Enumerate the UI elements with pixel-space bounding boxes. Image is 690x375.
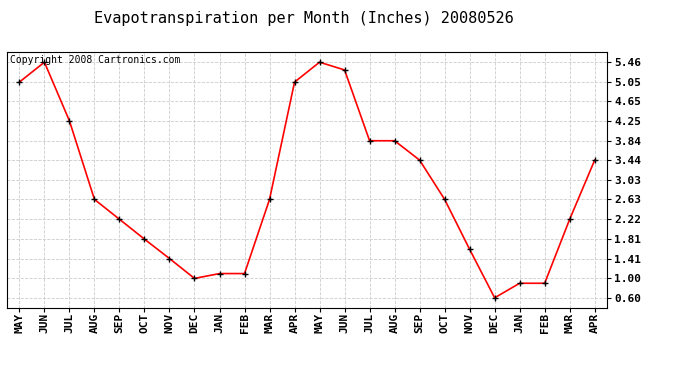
Text: Evapotranspiration per Month (Inches) 20080526: Evapotranspiration per Month (Inches) 20…	[94, 11, 513, 26]
Text: Copyright 2008 Cartronics.com: Copyright 2008 Cartronics.com	[10, 55, 180, 65]
